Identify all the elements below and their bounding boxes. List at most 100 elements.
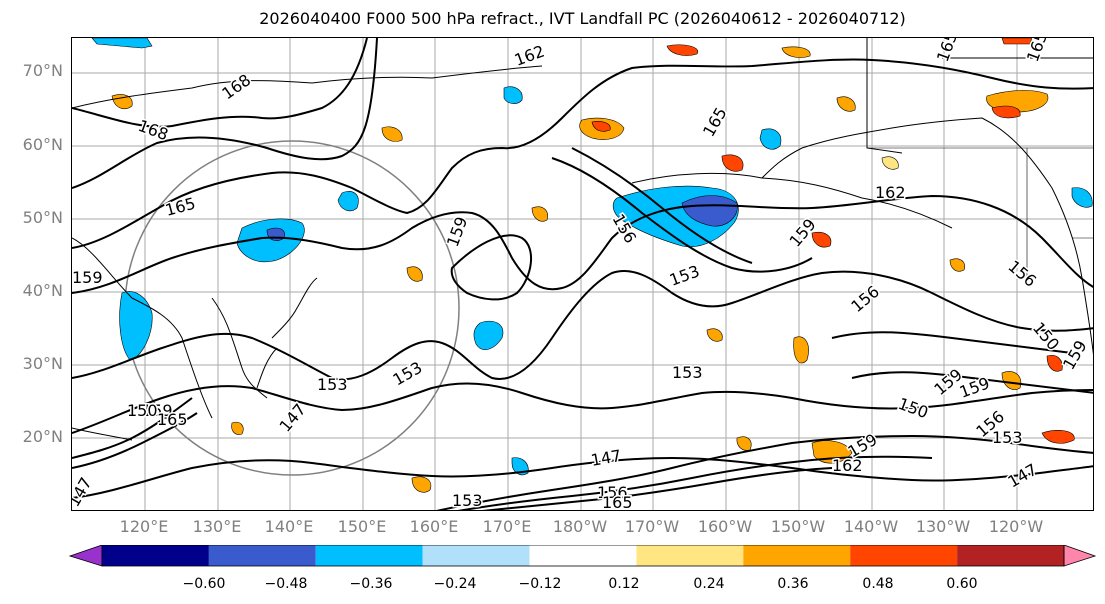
coastline-asia [72,65,543,441]
contour-line [457,455,933,510]
colorbar-extend-max [1063,545,1097,567]
colorbar-bin [315,545,423,566]
contour-label: 159 [1059,337,1091,373]
lon-label: 170°W [624,517,680,536]
contour-line [551,157,813,273]
lon-label: 130°W [915,517,971,536]
shaded-region [1041,430,1075,444]
contour-label: 147 [276,400,310,436]
contour-label: 153 [672,363,703,382]
contour-label: 156 [847,282,883,316]
gridlines [72,38,1093,510]
contour-line [831,331,1073,354]
contour-label: 159 [72,268,103,287]
shaded-region [1046,355,1063,372]
shaded-region [1071,187,1093,208]
contour-label: 165 [163,194,197,220]
colorbar-bin [850,545,958,566]
colorbar-bin [102,545,209,566]
shaded-region [949,258,965,272]
shaded-region [721,154,744,172]
shaded-region [1001,371,1022,390]
shaded-region [591,121,611,132]
shaded-region [503,86,523,104]
colorbar-bin [529,545,637,566]
contour-label: 147 [1005,460,1041,492]
shaded-region [706,328,723,342]
lat-label: 50°N [22,208,63,227]
colorbar-bin [208,545,316,566]
shaded-region [836,96,856,112]
contour-line [72,38,368,128]
contour-label: 147 [72,474,96,510]
lon-label: 120°W [988,517,1044,536]
contour-label: 168 [218,70,254,103]
lon-label: 160°W [697,517,753,536]
colorbar-bin [743,545,851,566]
lat-label: 40°N [22,281,63,300]
colorbar [69,545,1097,567]
shaded-region [991,105,1021,119]
contour-line [72,456,1093,499]
colorbar-bin [422,545,530,566]
contour-label: 153 [667,261,702,289]
contour-line [72,397,198,469]
contour-label: 153 [317,375,348,394]
shaded-region [231,421,244,435]
coastline-alaska [631,117,1083,279]
shaded-region [793,336,809,364]
lon-label: 130°E [192,517,242,536]
shaded-region [411,476,432,493]
map-panel[interactable]: 168 168 165 162 165 159 159 156 153 162 159 156 156 1… [71,37,1094,511]
contour-label: 165 [602,493,633,511]
contour-label: 147 [589,446,622,470]
shaded-region [111,94,133,109]
contour-line [436,434,1093,510]
colorbar-tick-label: 0.48 [862,576,894,592]
lon-label: 170°E [482,517,532,536]
lon-label: 140°E [264,517,314,536]
contour-line [571,147,753,264]
contour-label: 153 [992,428,1023,447]
shaded-region [381,126,403,142]
colorbar-extend-min [69,545,103,567]
contour-label: 165 [157,410,188,429]
lat-label: 70°N [22,61,63,80]
shaded-region [406,266,423,282]
shaded-region [236,218,305,263]
contour-label: 153 [452,491,483,510]
contour-label: 159 [786,215,820,251]
contour-line [450,234,533,301]
shaded-region [337,190,359,212]
colorbar-tick-label: 0.60 [946,576,978,592]
shaded-region [781,46,811,58]
colorbar-tick-label: −0.36 [349,576,393,592]
coastlines [72,38,1093,441]
shaded-region [511,457,529,476]
contour-line [481,467,833,510]
refractivity-contours [72,38,1093,510]
colorbar-bins [69,545,1097,567]
lat-label: 60°N [22,135,63,154]
colorbar-tick-label: −0.12 [518,576,562,592]
colorbar-outline [101,545,1065,567]
contour-label: 153 [390,358,426,390]
contour-line [72,38,378,189]
contour-line [72,58,1093,249]
colorbar-bin [957,545,1064,566]
coastline-japan [256,277,318,389]
colorbar-tick-label: −0.60 [182,576,226,592]
shaded-region [119,291,153,361]
lon-label: 160°E [409,517,459,536]
contour-line [72,194,1093,294]
lon-label: 120°E [119,517,169,536]
contour-label: 162 [875,183,906,202]
map-canvas: 1681681651621651591591561531621591561561… [72,38,1093,511]
shaded-region [1001,38,1033,45]
contour-label: 168 [136,116,171,144]
shaded-region [736,436,752,451]
colorbar-tick-label: 0.12 [608,576,640,592]
contour-label: 162 [832,456,863,475]
shaded-region [759,128,782,150]
contour-label: 156 [597,483,628,502]
